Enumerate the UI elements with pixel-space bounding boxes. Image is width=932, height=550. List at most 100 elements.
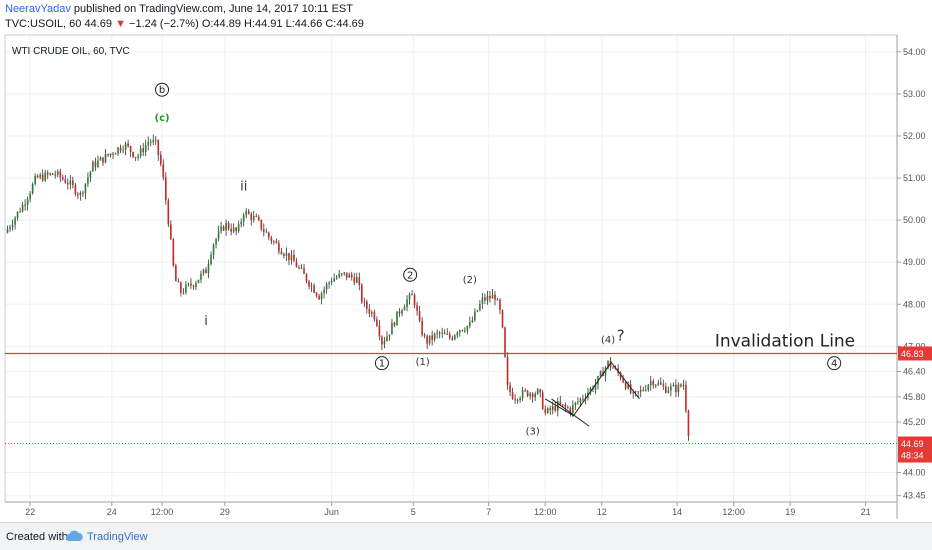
candle-body-53 — [139, 148, 142, 156]
current-price-label: 44.69 — [901, 439, 924, 449]
candle-body-62 — [162, 164, 165, 178]
candle-body-21 — [59, 171, 62, 178]
y-tick-label-11: 44.00 — [903, 468, 926, 478]
candle-body-90 — [232, 227, 235, 232]
candle-body-178 — [453, 335, 456, 340]
candle-body-189 — [481, 297, 484, 304]
candle-body-207 — [526, 390, 529, 397]
x-tick-label-3: 29 — [220, 507, 230, 517]
candle-body-70 — [182, 292, 185, 294]
y-tick-label-3: 51.00 — [903, 173, 926, 183]
candle-body-271 — [687, 411, 690, 436]
candle-body-165 — [421, 320, 423, 336]
y-tick-label-4: 50.00 — [903, 215, 926, 225]
candle-body-245 — [622, 378, 624, 383]
candle-body-270 — [685, 384, 687, 412]
candle-body-196 — [499, 299, 501, 311]
symbol-info: TVC:USOIL, 60 44.69 ▼ −1.24 (−2.7%) O:44… — [5, 18, 364, 30]
candle-body-125 — [320, 293, 323, 300]
candle-body-2 — [11, 224, 14, 228]
candle-body-27 — [74, 185, 77, 195]
candle-body-155 — [396, 311, 398, 326]
published-text: published on TradingView.com, June 14, 2… — [73, 3, 353, 15]
candle-body-166 — [423, 335, 426, 337]
candle-body-227 — [577, 401, 579, 403]
price-axis[interactable]: 54.00 53.00 52.00 51.00 50.00 49.00 48.00 47.00… — [897, 47, 932, 501]
candle-body-12 — [36, 176, 39, 178]
x-tick-label-0: 22 — [25, 507, 35, 517]
candle-body-221 — [561, 404, 564, 406]
time-axis[interactable]: 22 24 12:00 29 Jun 5 7 12:00 12 14 12:00 19 21 — [25, 502, 871, 517]
candle-body-208 — [529, 393, 531, 397]
candle-body-106 — [273, 241, 275, 243]
candle-body-241 — [612, 367, 614, 369]
wave-label-7: (1) — [416, 357, 430, 368]
candle-body-249 — [632, 392, 634, 394]
candle-body-71 — [185, 284, 187, 293]
candle-body-153 — [391, 322, 393, 335]
candle-body-116 — [298, 267, 300, 269]
candle-body-118 — [303, 268, 305, 274]
candle-body-81 — [210, 254, 212, 264]
candle-body-25 — [69, 180, 72, 185]
candle-body-22 — [61, 177, 64, 180]
candle-body-10 — [31, 184, 34, 194]
price-chart[interactable]: WTI CRUDE OIL, 60, TVC Invalidation Line… — [0, 34, 932, 522]
candle-body-252 — [639, 389, 642, 392]
current-price-badge — [898, 436, 932, 463]
candle-body-102 — [262, 229, 265, 232]
candle-body-107 — [275, 241, 278, 244]
candle-body-59 — [154, 139, 157, 141]
candle-body-265 — [672, 384, 675, 387]
candle-body-64 — [167, 200, 170, 225]
candle-body-236 — [599, 371, 602, 376]
candle-body-117 — [300, 267, 303, 269]
candle-body-137 — [350, 274, 353, 278]
wave-circle-0 — [155, 82, 170, 97]
y-tick-label-6: 48.00 — [903, 299, 926, 309]
invalidation-price-label: 46.83 — [901, 349, 924, 359]
x-tick-label-1: 24 — [107, 507, 117, 517]
candle-body-187 — [476, 310, 479, 312]
x-tick-label-12: 21 — [861, 507, 871, 517]
author-link[interactable]: NeeravYadav — [5, 3, 71, 15]
candle-body-214 — [544, 409, 547, 413]
candle-body-50 — [132, 151, 134, 158]
candle-body-78 — [202, 269, 205, 274]
wave-label-8: (4) — [601, 335, 615, 346]
candle-body-255 — [647, 385, 650, 390]
candle-body-177 — [451, 337, 454, 340]
candle-body-89 — [230, 228, 232, 232]
candle-body-132 — [338, 273, 341, 278]
candle-body-124 — [318, 295, 320, 300]
candlestick-series — [6, 134, 690, 441]
candle-body-105 — [270, 237, 273, 242]
candle-body-209 — [531, 393, 534, 398]
candle-body-86 — [222, 226, 225, 231]
candle-body-260 — [659, 382, 662, 385]
candle-body-160 — [408, 294, 411, 300]
candle-body-168 — [428, 335, 431, 344]
candle-body-188 — [479, 303, 481, 311]
candle-body-266 — [675, 384, 677, 393]
candle-body-37 — [99, 157, 102, 161]
candle-body-128 — [328, 282, 330, 285]
candle-body-161 — [411, 294, 413, 296]
candle-body-46 — [122, 149, 124, 151]
wave-label-5: (2) — [463, 275, 477, 286]
candle-body-17 — [49, 173, 52, 175]
candle-body-57 — [149, 141, 152, 143]
candle-body-186 — [474, 311, 476, 321]
x-tick-label-11: 19 — [785, 507, 795, 517]
candle-body-264 — [670, 386, 672, 391]
candle-body-65 — [170, 224, 172, 240]
candle-body-267 — [677, 384, 680, 393]
candle-body-109 — [280, 251, 283, 255]
candle-body-147 — [376, 319, 378, 326]
candle-body-82 — [212, 244, 215, 255]
candle-body-148 — [378, 325, 381, 337]
candle-body-32 — [87, 177, 89, 184]
candle-body-33 — [89, 171, 92, 178]
tradingview-brand-link[interactable]: TradingView — [87, 531, 148, 543]
candle-body-123 — [315, 292, 318, 296]
